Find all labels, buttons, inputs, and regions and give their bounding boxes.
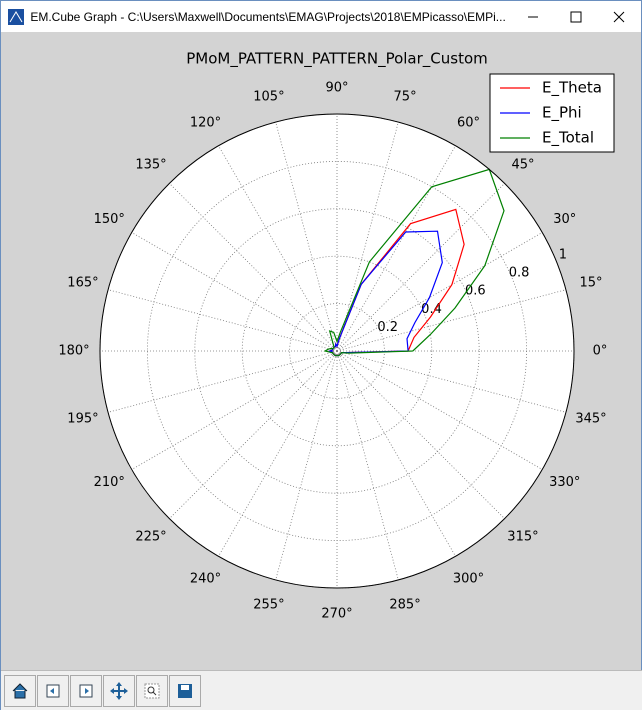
legend-label: E_Phi: [542, 104, 582, 123]
angular-tick-label: 180°: [58, 344, 89, 359]
angular-tick-label: 300°: [453, 571, 484, 586]
angular-tick-label: 60°: [457, 116, 480, 131]
window-title: EM.Cube Graph - C:\Users\Maxwell\Documen…: [30, 9, 506, 24]
angular-tick-label: 165°: [67, 275, 98, 290]
forward-button[interactable]: [70, 674, 102, 707]
angular-tick-label: 30°: [553, 212, 576, 227]
angular-tick-label: 240°: [190, 571, 221, 586]
angular-tick-label: 90°: [325, 81, 348, 96]
radial-tick-label: 0.6: [465, 284, 486, 299]
back-button[interactable]: [37, 674, 69, 707]
angular-grid-line: [336, 350, 567, 413]
angular-grid-line: [336, 350, 399, 581]
angular-grid-line: [336, 183, 505, 352]
angular-tick-label: 0°: [593, 344, 608, 359]
angular-grid-line: [169, 350, 338, 519]
radial-grid-line: [146, 160, 528, 542]
radial-grid-line: [289, 303, 385, 399]
angular-tick-label: 315°: [507, 529, 538, 544]
radial-tick-label: 0.8: [509, 266, 530, 281]
angular-tick-label: 150°: [94, 212, 125, 227]
zoom-button[interactable]: [136, 674, 168, 707]
toolbar: [1, 670, 642, 710]
angular-grid-line: [336, 232, 543, 352]
angular-tick-label: 75°: [394, 89, 417, 104]
legend-label: E_Theta: [542, 79, 602, 98]
angular-tick-label: 225°: [135, 529, 166, 544]
minimize-button[interactable]: [511, 1, 554, 32]
angular-tick-label: 285°: [389, 598, 420, 613]
radial-tick-label: 1: [559, 247, 567, 262]
radial-tick-label: 0.4: [421, 302, 442, 317]
title-bar: EM.Cube Graph - C:\Users\Maxwell\Documen…: [1, 1, 641, 32]
angular-grid-line: [107, 350, 338, 413]
angular-tick-label: 105°: [253, 89, 284, 104]
angular-grid-line: [131, 350, 338, 470]
angular-tick-label: 45°: [511, 158, 534, 173]
close-button[interactable]: [598, 1, 641, 32]
save-button[interactable]: [169, 674, 201, 707]
angular-tick-label: 345°: [575, 412, 606, 427]
angular-grid-line: [218, 350, 338, 557]
angular-grid-line: [336, 350, 456, 557]
series-line: [323, 168, 505, 357]
angular-grid-line: [131, 232, 338, 352]
radial-grid-line: [241, 255, 433, 447]
app-icon: [8, 8, 24, 25]
pan-button[interactable]: [103, 674, 135, 707]
angular-tick-label: 330°: [549, 475, 580, 490]
radial-tick-label: 0.2: [377, 320, 398, 335]
radial-grid-line: [194, 208, 480, 494]
angular-tick-label: 15°: [580, 275, 603, 290]
angular-tick-label: 195°: [67, 412, 98, 427]
legend: E_Theta E_Phi E_Total: [489, 73, 615, 153]
angular-grid-line: [275, 121, 338, 352]
home-button[interactable]: [4, 674, 36, 707]
maximize-button[interactable]: [554, 1, 597, 32]
angular-tick-label: 135°: [135, 158, 166, 173]
angular-grid-line: [336, 121, 399, 352]
angular-grid-line: [107, 289, 338, 352]
angular-grid-line: [336, 289, 567, 352]
angular-grid-line: [336, 350, 505, 519]
polar-frame: [99, 113, 575, 589]
angular-grid-line: [336, 350, 543, 470]
legend-label: E_Total: [542, 129, 594, 148]
angular-tick-label: 270°: [321, 607, 352, 622]
chart-title: PMoM_PATTERN_PATTERN_Polar_Custom: [186, 50, 488, 69]
angular-tick-label: 120°: [190, 116, 221, 131]
angular-grid-line: [169, 183, 338, 352]
angular-grid-line: [218, 145, 338, 352]
angular-tick-label: 255°: [253, 598, 284, 613]
chart: PMoM_PATTERN_PATTERN_Polar_Custom 0.2 0.4…: [58, 50, 615, 622]
angular-grid-line: [336, 145, 456, 352]
angular-grid-line: [275, 350, 338, 581]
angular-tick-label: 210°: [94, 475, 125, 490]
